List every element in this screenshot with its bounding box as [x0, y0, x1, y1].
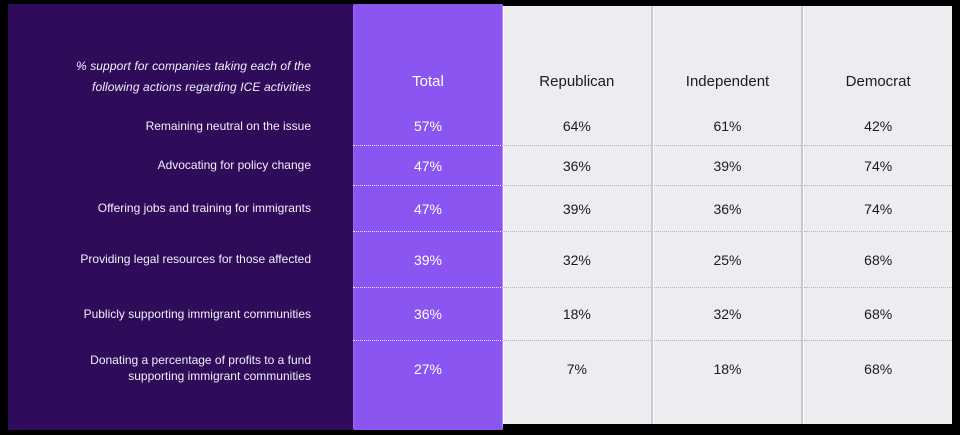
column-divider: [801, 6, 805, 424]
value-cell-independent: 25%: [653, 231, 802, 287]
value-cell-independent: 18%: [653, 340, 802, 396]
column-footer-spacer: [353, 396, 503, 430]
value-cell-democrat: 68%: [804, 340, 953, 396]
column-total: Total 57% 47% 47% 39% 36% 27%: [353, 4, 503, 430]
value-cell-total: 47%: [353, 185, 503, 231]
table-content: % support for companies taking each of t…: [8, 4, 953, 430]
table-caption-line-1: % support for companies taking each of t…: [75, 59, 311, 73]
value-cell-republican: 36%: [503, 145, 651, 185]
column-header-independent: Independent: [685, 73, 770, 90]
value-cell-democrat: 42%: [864, 117, 893, 134]
row-label: Advocating for policy change: [157, 158, 311, 172]
column-footer-spacer: [654, 396, 802, 424]
value-cell-total: 27%: [353, 340, 503, 396]
value-cell-total: 39%: [353, 231, 503, 287]
column-divider: [650, 6, 654, 424]
column-header-democrat: Democrat: [845, 73, 911, 90]
value-cell-total: 47%: [353, 145, 503, 185]
value-cell-total: 57%: [413, 117, 443, 134]
value-cell-republican: 18%: [503, 287, 651, 340]
column-header-republican: Republican: [539, 73, 615, 90]
row-label: Offering jobs and training for immigrant…: [97, 201, 311, 215]
value-cell-republican: 32%: [503, 231, 651, 287]
row-label: Publicly supporting immigrant communitie…: [83, 306, 311, 321]
panel-footer-spacer: [8, 396, 353, 430]
table-caption: % support for companies taking each of t…: [8, 4, 353, 106]
value-cell-republican: 7%: [503, 340, 651, 396]
value-cell-total: 36%: [353, 287, 503, 340]
breakdown-columns: Republican 64% 36% 39% 32% 18% 7% Indepe…: [503, 6, 953, 424]
value-cell-republican: 64%: [562, 117, 591, 134]
value-cell-democrat: 74%: [804, 145, 953, 185]
column-independent: Independent 61% 39% 36% 25% 32% 18%: [653, 6, 802, 424]
value-cell-democrat: 68%: [804, 287, 953, 340]
row-label: Remaining neutral on the issue: [145, 118, 311, 133]
value-cell-democrat: 68%: [804, 231, 953, 287]
value-cell-independent: 61%: [713, 117, 742, 134]
value-cell-independent: 32%: [653, 287, 802, 340]
column-footer-spacer: [804, 396, 952, 424]
value-cell-independent: 36%: [653, 185, 802, 231]
row-label: Providing legal resources for those affe…: [80, 252, 311, 266]
column-footer-spacer: [503, 396, 651, 424]
column-republican: Republican 64% 36% 39% 32% 18% 7%: [503, 6, 651, 424]
column-header-total: Total: [412, 73, 444, 90]
value-cell-republican: 39%: [503, 185, 651, 231]
column-democrat: Democrat 42% 74% 74% 68% 68% 68%: [804, 6, 953, 424]
value-cell-democrat: 74%: [804, 185, 953, 231]
table-caption-line-2: following actions regarding ICE activiti…: [92, 80, 311, 94]
row-label: Donating a percentage of profits to a fu…: [90, 353, 311, 383]
value-cell-independent: 39%: [653, 145, 802, 185]
row-label-panel: % support for companies taking each of t…: [8, 4, 353, 430]
